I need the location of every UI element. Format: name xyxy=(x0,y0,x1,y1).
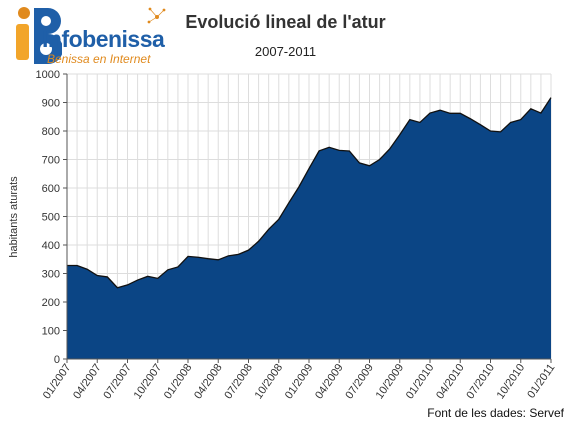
infobenissa-logo[interactable]: Infobenissa Benissa en Internet xyxy=(2,2,172,66)
x-tick-label: 01/2010 xyxy=(404,362,437,401)
x-tick-label: 04/2008 xyxy=(192,362,225,401)
y-tick-label: 500 xyxy=(42,212,60,224)
x-tick-label: 04/2007 xyxy=(71,362,104,401)
y-tick-label: 400 xyxy=(42,240,60,252)
y-tick-label: 300 xyxy=(42,269,60,281)
chart-plot-area xyxy=(67,97,552,360)
x-tick-label: 01/2008 xyxy=(162,362,195,401)
x-tick-label: 07/2007 xyxy=(101,362,134,401)
x-tick-label: 10/2009 xyxy=(374,362,407,401)
y-tick-label: 1000 xyxy=(36,69,60,81)
series-area xyxy=(67,97,551,360)
logo-sparkle-icon xyxy=(147,7,166,24)
y-tick-label: 900 xyxy=(42,98,60,110)
y-axis-label: habitants aturats xyxy=(8,176,20,258)
logo-emblem-icon xyxy=(16,7,62,64)
y-tick-label: 200 xyxy=(42,297,60,309)
x-tick-label: 10/2008 xyxy=(253,362,286,401)
chart-subtitle: 2007-2011 xyxy=(254,44,317,59)
y-axis-ticks: 0 100 200 300 400 500 600 700 800 900 1000 xyxy=(36,69,67,366)
y-tick-label: 700 xyxy=(42,155,60,167)
x-axis-ticks: 01/200704/200707/200710/200701/200804/20… xyxy=(41,359,557,401)
x-tick-label: 07/2010 xyxy=(464,362,497,401)
chart-title: Evolució lineal de l'atur xyxy=(185,12,386,32)
logo-tagline: Benissa en Internet xyxy=(47,52,151,66)
x-tick-label: 01/2011 xyxy=(525,362,557,401)
y-tick-label: 0 xyxy=(54,354,60,366)
y-tick-label: 100 xyxy=(42,326,60,338)
x-tick-label: 04/2009 xyxy=(313,362,346,401)
y-tick-label: 600 xyxy=(42,183,60,195)
logo-brand-text: Infobenissa xyxy=(42,26,165,52)
x-tick-label: 07/2008 xyxy=(222,362,255,401)
x-tick-label: 10/2010 xyxy=(495,362,528,401)
y-tick-label: 800 xyxy=(42,126,60,138)
x-tick-label: 01/2007 xyxy=(41,362,74,401)
x-tick-label: 07/2009 xyxy=(343,362,376,401)
data-source-note: Font de les dades: Servef xyxy=(427,406,564,420)
x-tick-label: 10/2007 xyxy=(132,362,165,401)
series-line xyxy=(67,97,552,289)
x-tick-label: 04/2010 xyxy=(434,362,467,401)
x-tick-label: 01/2009 xyxy=(283,362,316,401)
